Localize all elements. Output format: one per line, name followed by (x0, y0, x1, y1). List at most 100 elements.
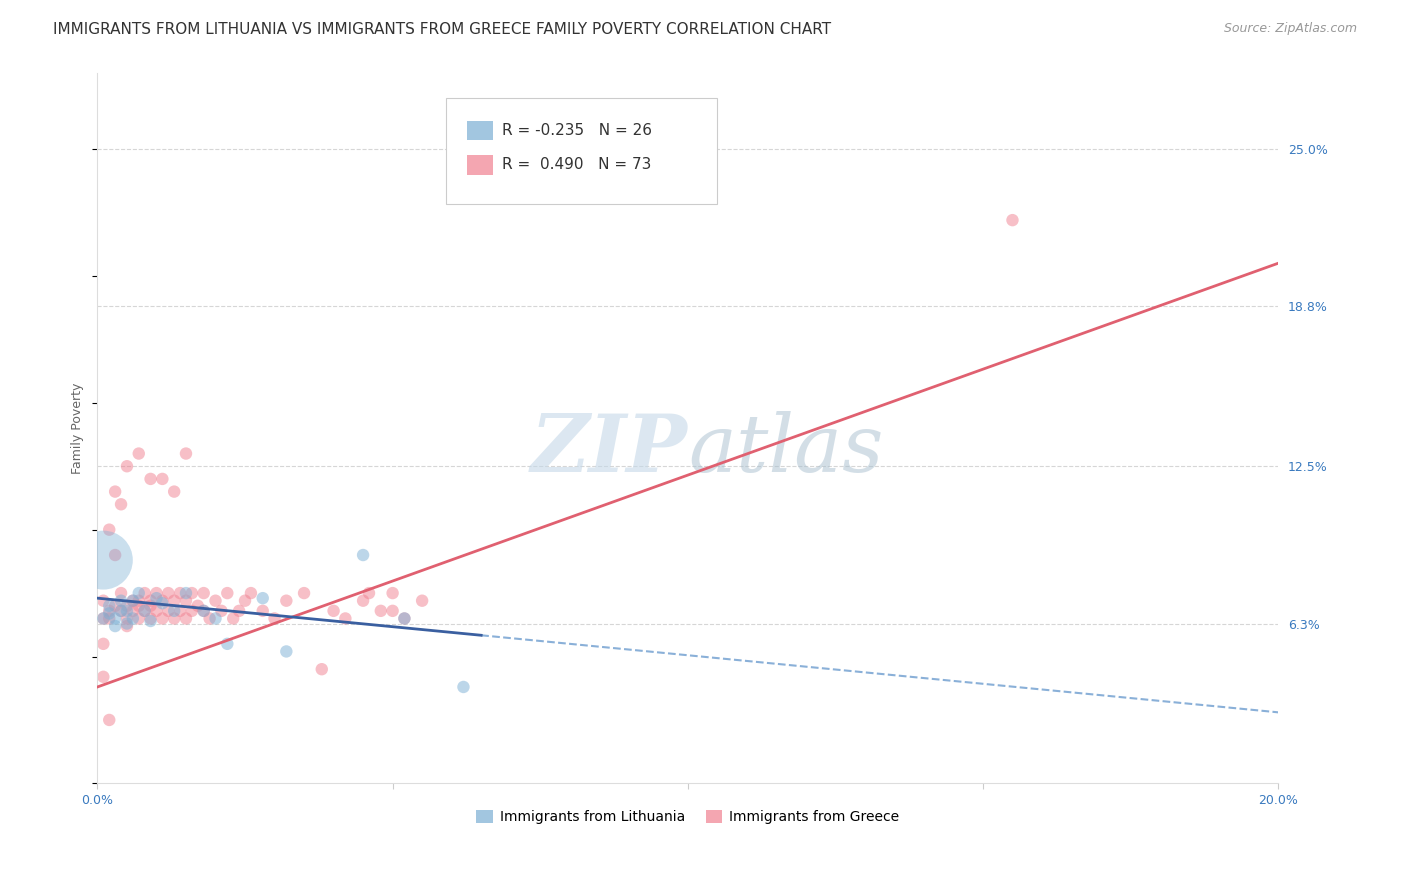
Point (198, 611, 221, 625)
Point (98, 607, 121, 621)
Point (91, 593, 114, 607)
Text: R = -0.235   N = 26: R = -0.235 N = 26 (502, 123, 652, 138)
Point (174, 586, 197, 600)
Point (276, 644, 298, 658)
Point (145, 604, 167, 618)
Point (193, 586, 215, 600)
Point (335, 611, 357, 625)
Point (121, 593, 143, 607)
Point (150, 596, 173, 610)
Point (128, 593, 150, 607)
Point (252, 604, 274, 618)
Text: IMMIGRANTS FROM LITHUANIA VS IMMIGRANTS FROM GREECE FAMILY POVERTY CORRELATION C: IMMIGRANTS FROM LITHUANIA VS IMMIGRANTS … (53, 22, 831, 37)
Point (381, 604, 404, 618)
Point (239, 586, 262, 600)
Point (104, 548, 127, 562)
Point (217, 637, 239, 651)
Point (98, 611, 121, 625)
Point (110, 586, 132, 600)
Point (322, 604, 344, 618)
Point (163, 604, 186, 618)
Point (121, 611, 143, 625)
Text: ZIP: ZIP (531, 410, 688, 488)
Point (150, 472, 173, 486)
Point (150, 611, 173, 625)
Point (139, 599, 162, 613)
Point (394, 611, 416, 625)
Point (128, 599, 150, 613)
Point (174, 446, 197, 460)
Bar (467, 120, 494, 140)
Legend: Immigrants from Lithuania, Immigrants from Greece: Immigrants from Lithuania, Immigrants fr… (471, 805, 905, 830)
Point (110, 593, 132, 607)
Point (394, 611, 416, 625)
Point (98, 604, 121, 618)
Point (139, 472, 162, 486)
Point (357, 586, 380, 600)
Point (204, 611, 226, 625)
Point (134, 604, 156, 618)
Point (134, 586, 156, 600)
Point (98, 523, 121, 537)
Point (352, 593, 374, 607)
Point (150, 593, 173, 607)
Point (134, 604, 156, 618)
Point (204, 593, 226, 607)
Point (157, 604, 180, 618)
Point (139, 611, 162, 625)
Point (163, 593, 186, 607)
Point (174, 593, 197, 607)
Point (110, 497, 132, 511)
Point (115, 459, 138, 474)
Point (139, 614, 162, 628)
Point (222, 611, 245, 625)
Text: Source: ZipAtlas.com: Source: ZipAtlas.com (1223, 22, 1357, 36)
Point (115, 619, 138, 633)
Point (193, 604, 215, 618)
Y-axis label: Family Poverty: Family Poverty (72, 383, 84, 474)
Point (169, 586, 191, 600)
Point (121, 604, 143, 618)
Point (104, 599, 127, 613)
Point (157, 586, 180, 600)
Point (104, 619, 127, 633)
Point (98, 713, 121, 727)
Point (163, 484, 186, 499)
Point (145, 591, 167, 606)
Point (263, 611, 285, 625)
Point (311, 662, 333, 676)
Point (145, 586, 167, 600)
Point (411, 593, 433, 607)
Text: R =  0.490   N = 73: R = 0.490 N = 73 (502, 157, 652, 172)
Point (91, 553, 114, 567)
Point (276, 593, 298, 607)
Point (115, 599, 138, 613)
Point (252, 591, 274, 606)
FancyBboxPatch shape (446, 98, 717, 204)
Point (209, 604, 232, 618)
Point (169, 604, 191, 618)
Point (193, 604, 215, 618)
Point (453, 680, 475, 694)
Point (115, 611, 138, 625)
Point (110, 604, 132, 618)
Point (91, 637, 114, 651)
Point (139, 593, 162, 607)
Point (128, 446, 150, 460)
Point (104, 611, 127, 625)
Text: atlas: atlas (688, 410, 883, 488)
Point (91, 611, 114, 625)
Point (121, 593, 143, 607)
Point (163, 611, 186, 625)
Point (128, 611, 150, 625)
Point (104, 484, 127, 499)
Bar (467, 154, 494, 175)
Point (115, 604, 138, 618)
Point (187, 599, 209, 613)
Point (91, 670, 114, 684)
Point (1001, 213, 1024, 227)
Point (370, 604, 392, 618)
Point (91, 611, 114, 625)
Point (110, 604, 132, 618)
Point (98, 599, 121, 613)
